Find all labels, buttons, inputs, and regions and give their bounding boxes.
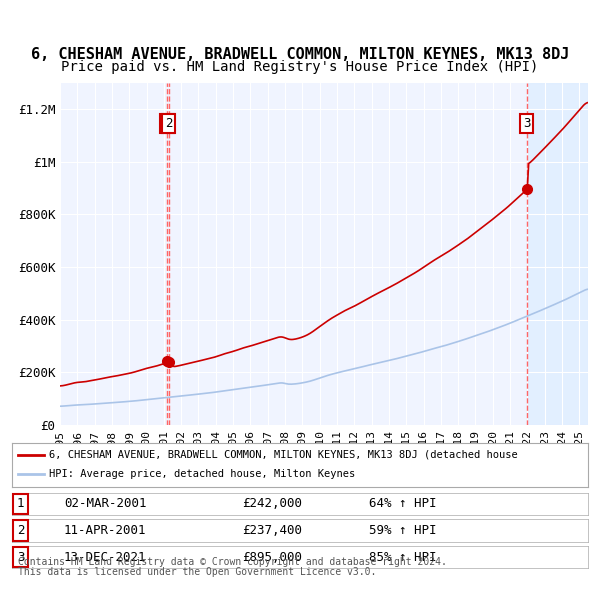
- Text: 6, CHESHAM AVENUE, BRADWELL COMMON, MILTON KEYNES, MK13 8DJ: 6, CHESHAM AVENUE, BRADWELL COMMON, MILT…: [31, 47, 569, 62]
- Text: 6, CHESHAM AVENUE, BRADWELL COMMON, MILTON KEYNES, MK13 8DJ (detached house: 6, CHESHAM AVENUE, BRADWELL COMMON, MILT…: [49, 450, 518, 460]
- Text: 2: 2: [17, 524, 25, 537]
- Text: 2: 2: [165, 117, 172, 130]
- Text: This data is licensed under the Open Government Licence v3.0.: This data is licensed under the Open Gov…: [18, 567, 376, 577]
- Text: Price paid vs. HM Land Registry's House Price Index (HPI): Price paid vs. HM Land Registry's House …: [61, 60, 539, 74]
- Text: £237,400: £237,400: [242, 524, 302, 537]
- Text: 13-DEC-2021: 13-DEC-2021: [64, 550, 146, 563]
- Text: 02-MAR-2001: 02-MAR-2001: [64, 497, 146, 510]
- Text: Contains HM Land Registry data © Crown copyright and database right 2024.: Contains HM Land Registry data © Crown c…: [18, 556, 447, 566]
- Text: 64% ↑ HPI: 64% ↑ HPI: [369, 497, 437, 510]
- Text: HPI: Average price, detached house, Milton Keynes: HPI: Average price, detached house, Milt…: [49, 470, 356, 479]
- Text: 1: 1: [17, 497, 25, 510]
- Text: 3: 3: [523, 117, 530, 130]
- Text: 85% ↑ HPI: 85% ↑ HPI: [369, 550, 437, 563]
- Text: £242,000: £242,000: [242, 497, 302, 510]
- Text: 11-APR-2001: 11-APR-2001: [64, 524, 146, 537]
- Text: 3: 3: [17, 550, 25, 563]
- Text: £895,000: £895,000: [242, 550, 302, 563]
- Text: 1: 1: [163, 117, 170, 130]
- Bar: [527, 83, 588, 425]
- Text: 59% ↑ HPI: 59% ↑ HPI: [369, 524, 437, 537]
